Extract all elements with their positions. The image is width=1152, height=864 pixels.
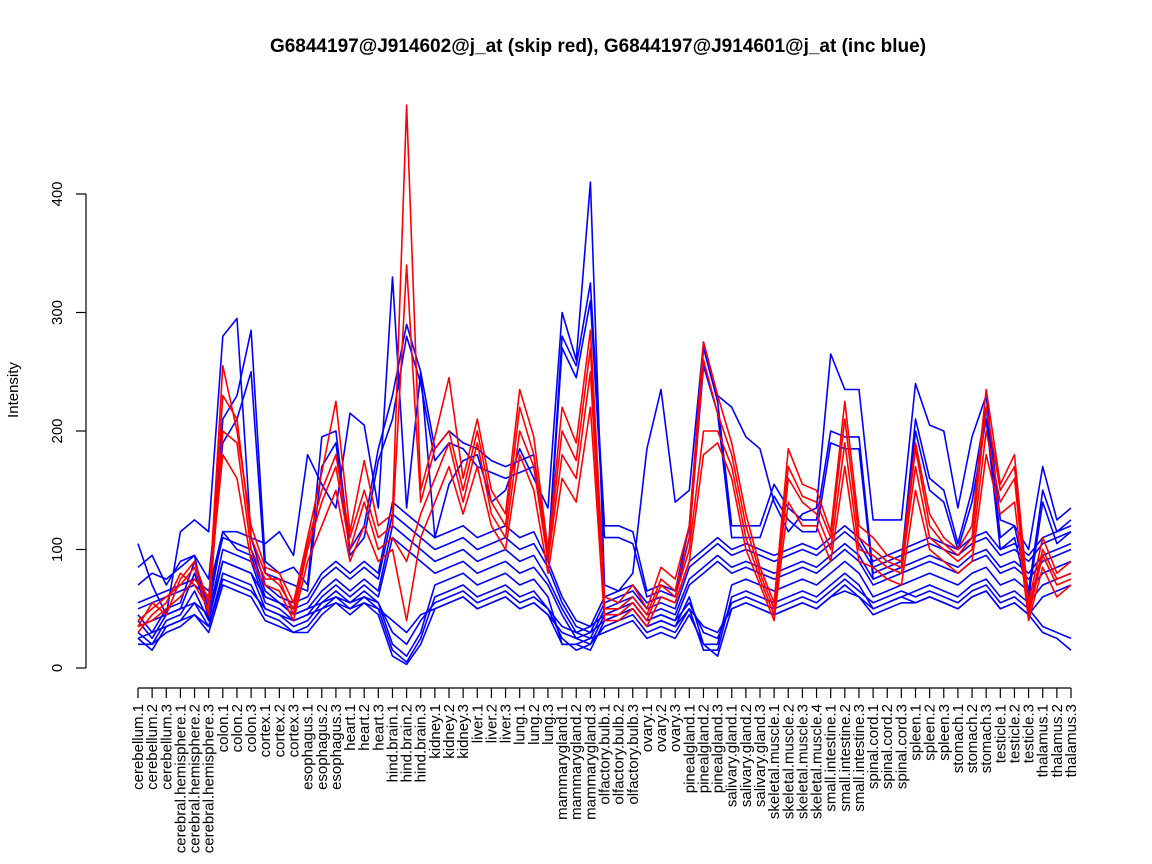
x-tick-label: testicle.1 — [992, 704, 1009, 763]
x-axis: cerebellum.1cerebellum.2cerebellum.3cere… — [130, 687, 1080, 853]
x-tick-label: thalamus.1 — [1035, 704, 1052, 777]
x-tick-label: cerebellum.1 — [130, 704, 147, 790]
x-tick-label: spinal.cord.1 — [865, 704, 882, 789]
x-tick-label: testicle.2 — [1007, 704, 1024, 763]
x-tick-label: skeletal.muscle.1 — [766, 704, 783, 819]
x-tick-label: colon.3 — [243, 704, 260, 752]
x-tick-label: olfactory.bulb.1 — [597, 704, 614, 805]
x-tick-label: olfactory.bulb.3 — [625, 704, 642, 805]
x-tick-label: skeletal.muscle.2 — [780, 704, 797, 819]
x-tick-label: spleen.2 — [922, 704, 939, 761]
x-tick-label: kidney.3 — [455, 704, 472, 759]
x-tick-label: spinal.cord.2 — [879, 704, 896, 789]
x-tick-label: spinal.cord.3 — [893, 704, 910, 789]
x-tick-label: lung.1 — [512, 704, 529, 745]
y-axis-label: Intensity — [5, 362, 22, 418]
x-tick-label: hind.brain.2 — [399, 704, 416, 782]
x-tick-label: cerebellum.2 — [144, 704, 161, 790]
x-tick-label: stomach.2 — [964, 704, 981, 773]
x-tick-label: mammarygland.3 — [582, 704, 599, 820]
x-tick-label: hind.brain.1 — [385, 704, 402, 782]
x-tick-label: small.intestine.1 — [823, 704, 840, 812]
x-tick-label: heart.2 — [356, 704, 373, 751]
x-tick-label: salivary.gland.1 — [724, 704, 741, 807]
x-tick-label: cerebral.hemisphere.3 — [201, 704, 218, 853]
x-tick-label: cerebral.hemisphere.2 — [187, 704, 204, 853]
x-tick-label: ovary.1 — [639, 704, 656, 752]
y-tick-label: 100 — [49, 537, 66, 562]
x-tick-label: thalamus.2 — [1049, 704, 1066, 777]
x-tick-label: liver.2 — [483, 704, 500, 743]
y-axis: 0 100 200 300 400 — [49, 181, 87, 672]
x-tick-label: mammarygland.1 — [554, 704, 571, 820]
y-tick-label: 300 — [49, 300, 66, 325]
x-tick-label: cerebellum.3 — [158, 704, 175, 790]
x-tick-label: cortex.3 — [286, 704, 303, 757]
x-tick-label: testicle.3 — [1021, 704, 1038, 763]
x-tick-label: pinealgland.2 — [696, 704, 713, 793]
x-tick-label: hind.brain.3 — [413, 704, 430, 782]
x-tick-label: stomach.3 — [978, 704, 995, 773]
x-tick-label: pinealgland.1 — [681, 704, 698, 793]
x-tick-label: cortex.1 — [257, 704, 274, 757]
x-tick-label: kidney.1 — [427, 704, 444, 759]
x-tick-label: skeletal.muscle.3 — [794, 704, 811, 819]
x-tick-label: liver.3 — [498, 704, 515, 743]
x-tick-label: liver.1 — [469, 704, 486, 743]
y-tick-label: 200 — [49, 418, 66, 443]
x-tick-label: lung.2 — [526, 704, 543, 745]
x-tick-label: lung.3 — [540, 704, 557, 745]
x-tick-label: kidney.2 — [441, 704, 458, 759]
x-tick-label: pinealgland.3 — [710, 704, 727, 793]
x-tick-label: salivary.gland.3 — [752, 704, 769, 807]
x-tick-label: small.intestine.2 — [837, 704, 854, 812]
x-tick-label: heart.3 — [370, 704, 387, 751]
x-tick-label: spleen.1 — [908, 704, 925, 761]
x-tick-label: colon.2 — [229, 704, 246, 752]
x-tick-label: thalamus.3 — [1063, 704, 1080, 777]
series-line-skip-1 — [137, 104, 1072, 627]
x-tick-label: esophagus.1 — [300, 704, 317, 790]
x-tick-label: cerebral.hemisphere.1 — [172, 704, 189, 853]
x-tick-label: esophagus.3 — [328, 704, 345, 790]
x-tick-label: spleen.3 — [936, 704, 953, 761]
x-tick-label: olfactory.bulb.2 — [611, 704, 628, 805]
x-tick-label: ovary.3 — [667, 704, 684, 752]
series-line-inc-7 — [137, 299, 1072, 598]
x-tick-label: stomach.1 — [950, 704, 967, 773]
y-tick-label: 0 — [49, 664, 66, 672]
series-layer — [137, 104, 1072, 666]
x-tick-label: skeletal.muscle.4 — [809, 704, 826, 819]
x-tick-label: mammarygland.2 — [568, 704, 585, 820]
x-tick-label: esophagus.2 — [314, 704, 331, 790]
x-tick-label: colon.1 — [215, 704, 232, 752]
y-tick-label: 400 — [49, 181, 66, 206]
series-line-skip-4 — [137, 406, 1072, 628]
x-tick-label: ovary.2 — [653, 704, 670, 752]
x-tick-label: salivary.gland.2 — [738, 704, 755, 807]
x-tick-label: cortex.2 — [271, 704, 288, 757]
x-tick-label: small.intestine.3 — [851, 704, 868, 812]
chart-title: G6844197@J914602@j_at (skip red), G68441… — [270, 36, 926, 57]
x-tick-label: heart.1 — [342, 704, 359, 751]
